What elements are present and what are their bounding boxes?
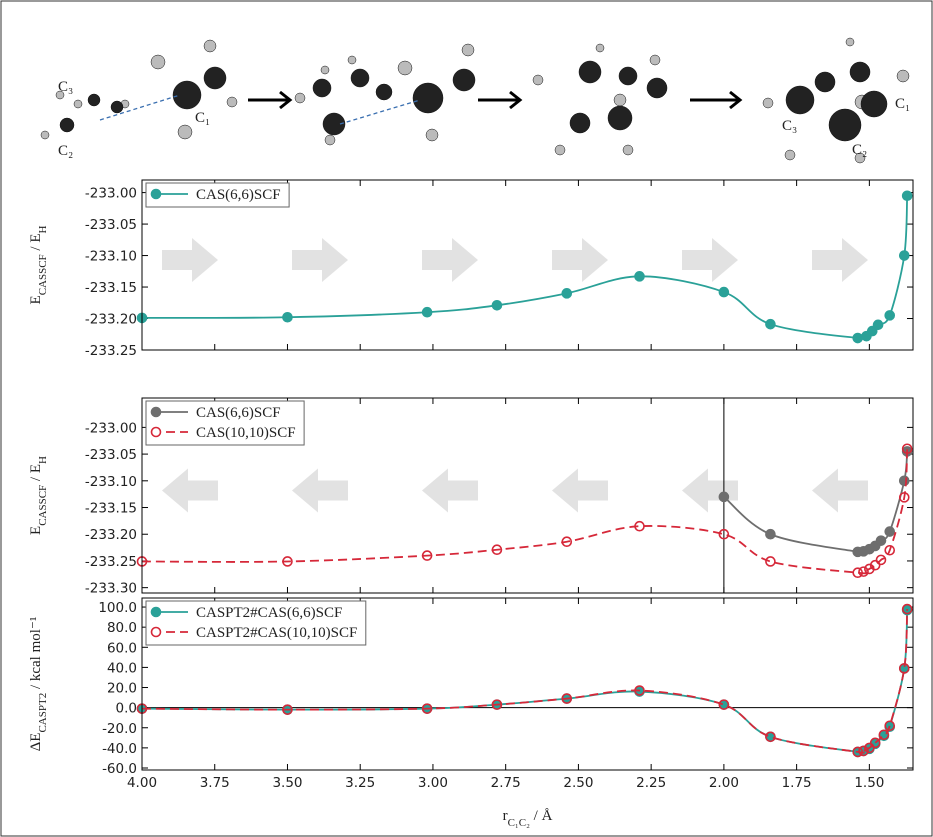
x-tick-label: 2.50 [563,775,593,791]
legend-label: CASPT2#CAS(6,6)SCF [196,605,342,621]
x-tick-label: 4.00 [127,775,157,791]
legend-marker [152,428,161,437]
y-tick-label: -233.20 [85,527,137,543]
legend-marker [152,608,161,617]
data-point [900,476,909,485]
y-tick-label: 60.0 [107,640,137,656]
data-point [874,320,883,329]
data-point [492,301,501,310]
y-tick-label: -40.0 [102,741,137,757]
atom-label: C₃ [58,79,73,95]
y-tick-label: -233.10 [85,474,137,490]
atom-label: C₃ [782,118,797,134]
y-tick-label: -233.25 [85,554,137,570]
axis-label-part: CASPT2 [37,693,49,733]
data-point [719,288,728,297]
y-tick-label: -233.00 [85,186,137,202]
x-tick-label: 2.75 [491,775,521,791]
atom-label: C₁ [195,110,210,126]
data-point [635,272,644,281]
data-point [766,530,775,539]
axis-label-part: H [37,225,49,233]
data-point [885,311,894,320]
legend-marker [152,408,161,417]
atom-label: C₂ [852,142,867,158]
y-tick-label: 0.0 [116,701,137,717]
legend-marker [152,628,161,637]
x-tick-label: 2.00 [709,775,739,791]
x-tick-label: 3.00 [418,775,448,791]
y-tick-label: -20.0 [102,721,137,737]
x-tick-label: 1.50 [854,775,884,791]
x-tick-label: 3.75 [200,775,230,791]
axis-label-part: CASSCF [37,485,49,526]
legend-label: CAS(10,10)SCF [196,425,296,441]
data-point [766,320,775,329]
y-tick-label: -233.10 [85,249,137,265]
data-point [283,313,292,322]
data-point [885,527,894,536]
axis-label-part: C₁C₂ [508,817,531,829]
axis-label-part: H [37,456,49,464]
x-tick-label: 1.75 [782,775,812,791]
data-point [903,191,912,200]
figure: C₃ C₂ C₁ C₁ C₃ C₂ -233.00 -233.05 -233.10 -… [0,0,933,837]
atom-label: C₂ [58,143,73,159]
x-tick-label: 3.25 [345,775,375,791]
x-tick-label: 3.50 [272,775,302,791]
y-tick-label: 80.0 [107,620,137,636]
y-tick-label: -233.15 [85,280,137,296]
data-point [423,308,432,317]
y-tick-label: 100.0 [98,600,137,616]
data-point [719,492,728,501]
axis-label-part: / Å [530,808,553,824]
y-tick-label: 40.0 [107,660,137,676]
y-tick-label: -233.25 [85,343,137,359]
data-point [853,334,862,343]
y-tick-label: -233.20 [85,312,137,328]
axis-label-part: CASSCF [37,254,49,295]
axis-label-part: / E [28,233,44,254]
y-tick-label: -233.30 [85,581,137,597]
y-tick-label: -233.00 [85,420,137,436]
x-tick-label: 2.25 [636,775,666,791]
legend-label: CASPT2#CAS(10,10)SCF [196,625,357,641]
data-point [900,251,909,260]
legend-label: CAS(6,6)SCF [196,405,281,421]
data-point [562,289,571,298]
legend-marker [152,190,161,199]
y-tick-label: -233.15 [85,501,137,517]
axis-label-part: / E [28,464,44,485]
axis-label-part: ΔE [28,733,44,752]
legend-label: CAS(6,6)SCF [196,187,281,203]
axis-label-part: / kcal mol⁻¹ [28,617,44,693]
axis-label-part: E [28,526,44,535]
axis-label-part: E [28,295,44,304]
data-point [876,536,885,545]
y-tick-label: 20.0 [107,681,137,697]
y-tick-label: -233.05 [85,447,137,463]
y-tick-label: -233.05 [85,217,137,233]
atom-label: C₁ [895,96,910,112]
